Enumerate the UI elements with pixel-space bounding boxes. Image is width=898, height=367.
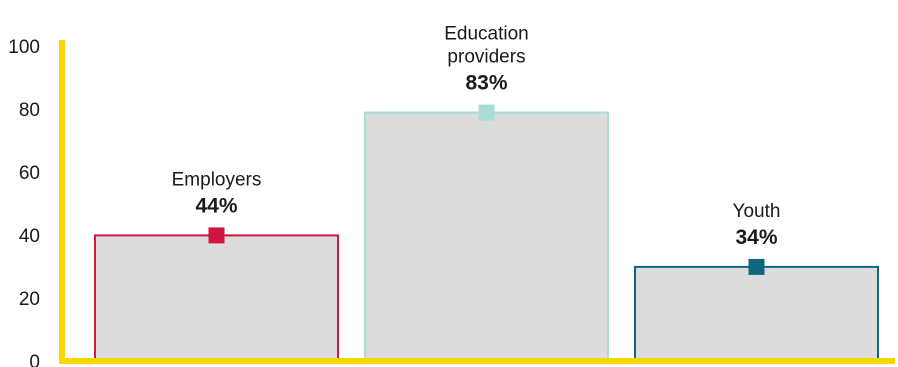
value-label: 34% <box>735 226 777 249</box>
axes <box>59 40 895 364</box>
value-marker <box>478 104 495 121</box>
y-axis-ticks: 0 20 40 60 80 100 <box>8 37 40 367</box>
value-marker <box>208 227 225 244</box>
y-tick-label: 60 <box>19 163 40 184</box>
value-markers <box>208 104 765 275</box>
category-label: Youth <box>733 201 781 222</box>
value-marker <box>748 258 765 275</box>
category-label: Education <box>444 24 529 45</box>
bar <box>634 265 879 362</box>
y-tick-label: 100 <box>8 37 40 58</box>
category-label: Employers <box>172 169 262 190</box>
value-label: 44% <box>195 194 237 217</box>
bar <box>364 111 609 362</box>
category-label: providers <box>447 47 525 68</box>
value-label: 83% <box>465 72 507 95</box>
bar <box>94 234 339 362</box>
y-tick-label: 40 <box>19 226 40 247</box>
y-tick-label: 20 <box>19 289 40 310</box>
y-tick-label: 0 <box>29 352 40 367</box>
y-tick-label: 80 <box>19 100 40 121</box>
